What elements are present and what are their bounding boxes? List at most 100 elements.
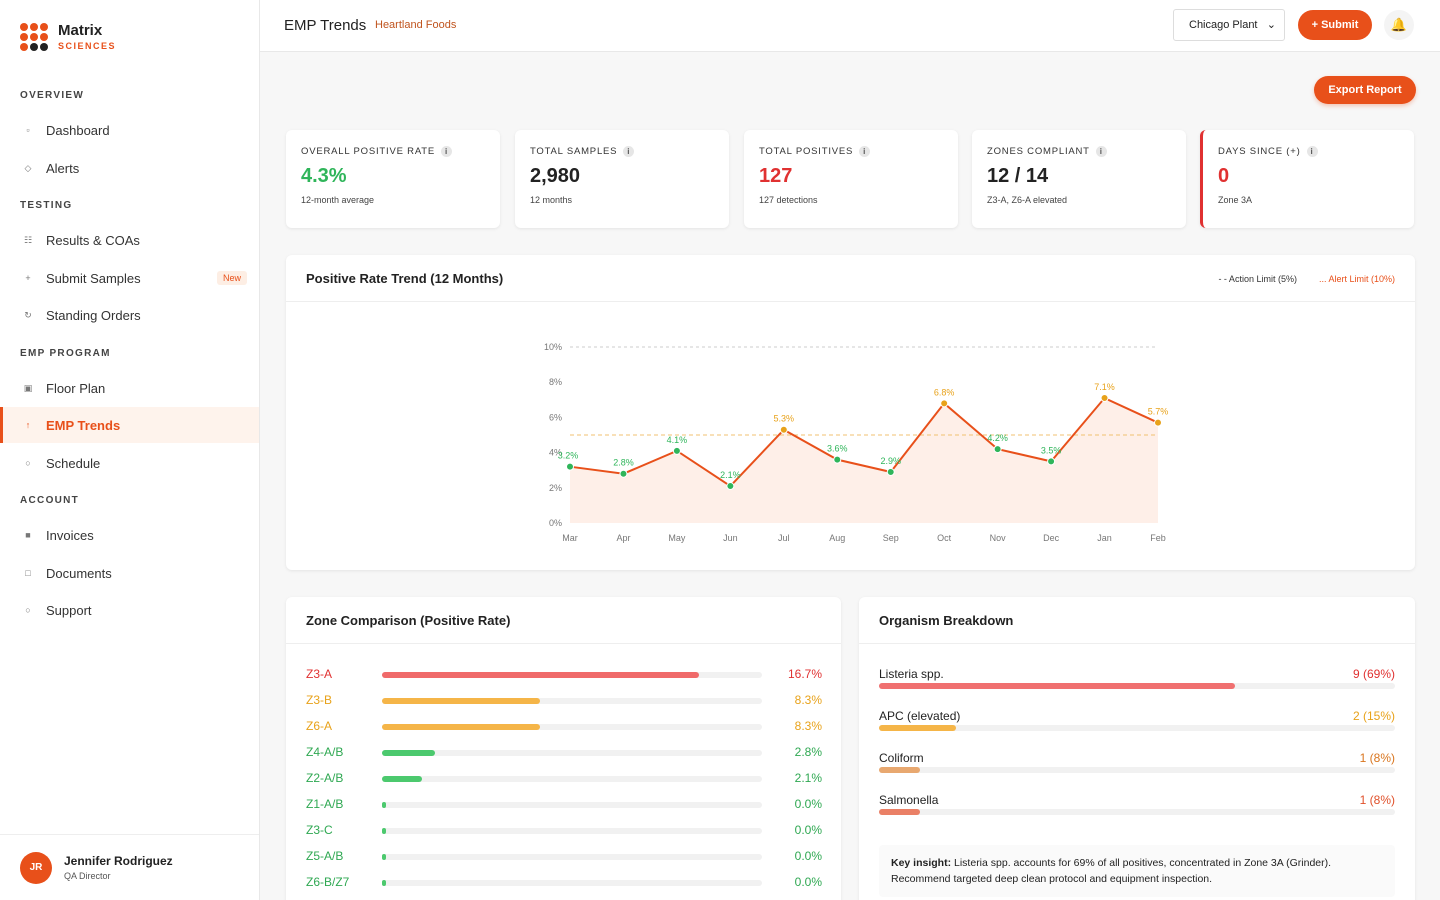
sidebar-item-dashboard[interactable]: ▫ Dashboard [0, 112, 259, 148]
sidebar-item-label: Invoices [46, 527, 94, 543]
organism-row: Salmonella 1 (8%) [879, 793, 1395, 817]
info-icon[interactable]: i [859, 146, 871, 157]
new-badge: New [216, 271, 247, 285]
zone-bar-fill [382, 776, 422, 782]
zone-bar-track [382, 828, 762, 834]
zone-value: 2.8% [794, 745, 822, 759]
x-tick-label: May [668, 533, 686, 543]
zone-bar-fill [382, 750, 436, 756]
sidebar-item-submit-samples[interactable]: + Submit Samples New [0, 260, 259, 296]
user-role: QA Director [64, 871, 111, 881]
x-tick-label: Jun [723, 533, 738, 543]
data-point [1154, 418, 1162, 427]
y-tick-label: 6% [549, 412, 562, 422]
kpi-label: TOTAL POSITIVES [759, 146, 854, 157]
data-label: 2.9% [880, 456, 901, 466]
x-tick-label: Jan [1097, 533, 1112, 543]
dashboard-icon: ▫ [26, 125, 30, 135]
user-profile[interactable]: JR Jennifer Rodriguez QA Director [0, 834, 259, 900]
zone-bar-fill [382, 724, 540, 730]
sidebar-item-emp-trends[interactable]: ↑ EMP Trends [0, 407, 259, 443]
organism-bar-fill [879, 725, 957, 731]
zone-row: Z3-C 0.0% [306, 823, 822, 839]
insight-label: Key insight: [891, 857, 952, 869]
key-insight: Key insight: Listeria spp. accounts for … [879, 845, 1395, 897]
zone-name: Z3-B [306, 693, 333, 707]
y-tick-label: 10% [544, 342, 562, 352]
organism-bar-track [879, 683, 1395, 689]
info-icon[interactable]: i [623, 146, 635, 157]
organism-bar-fill [879, 767, 921, 773]
zone-bar-track [382, 724, 762, 730]
organism-name: Listeria spp. [879, 667, 944, 681]
sidebar-item-support[interactable]: ○ Support [0, 592, 259, 628]
zone-comparison-panel: Zone Comparison (Positive Rate) Z3-A 16.7… [286, 597, 841, 900]
brand-logo[interactable]: Matrix SCIENCES [20, 22, 116, 52]
sidebar-item-schedule[interactable]: ○ Schedule [0, 445, 259, 481]
user-name: Jennifer Rodriguez [64, 854, 173, 868]
nav-section-overview: OVERVIEW [20, 90, 85, 101]
sidebar-item-label: Floor Plan [46, 380, 106, 396]
data-label: 5.3% [774, 414, 795, 424]
divider [859, 643, 1415, 644]
sidebar-item-invoices[interactable]: ■ Invoices [0, 517, 259, 553]
export-report-button[interactable]: Export Report [1314, 76, 1416, 104]
zone-row: Z4-A/B 2.8% [306, 745, 822, 761]
sidebar-item-documents[interactable]: □ Documents [0, 555, 259, 591]
zone-row: Z6-A 8.3% [306, 719, 822, 735]
sidebar-item-floor-plan[interactable]: ▣ Floor Plan [0, 370, 259, 406]
plant-select[interactable]: Chicago Plant ⌄ [1173, 9, 1285, 41]
kpi-label: OVERALL POSITIVE RATE [301, 146, 436, 157]
zone-row: Z2-A/B 2.1% [306, 771, 822, 787]
data-label: 5.7% [1148, 407, 1169, 417]
kpi-label: DAYS SINCE (+) [1218, 146, 1301, 157]
sidebar-item-standing-orders[interactable]: ↻ Standing Orders [0, 297, 259, 333]
insight-text: Listeria spp. accounts for 69% of all po… [891, 857, 1332, 885]
zone-bar-track [382, 854, 762, 860]
organism-name: APC (elevated) [879, 709, 961, 723]
document-icon: □ [25, 568, 31, 578]
sidebar-item-alerts[interactable]: ◇ Alerts [0, 150, 259, 186]
info-icon[interactable]: i [1095, 146, 1107, 157]
data-point [1100, 394, 1109, 403]
sidebar-item-label: Dashboard [46, 122, 110, 138]
sidebar-item-results-coas[interactable]: ☷ Results & COAs [0, 222, 259, 258]
x-tick-label: Dec [1043, 533, 1060, 543]
data-point [940, 399, 949, 408]
trend-chart-title: Positive Rate Trend (12 Months) [306, 271, 504, 286]
zone-row: Z3-B 8.3% [306, 693, 822, 709]
kpi-label: TOTAL SAMPLES [530, 146, 618, 157]
zone-value: 2.1% [794, 771, 822, 785]
brand-tagline: SCIENCES [58, 41, 117, 51]
sidebar-item-label: Support [46, 602, 92, 618]
submit-button[interactable]: + Submit [1298, 10, 1372, 40]
organism-value: 1 (8%) [1359, 793, 1395, 807]
zone-name: Z3-A [306, 667, 333, 681]
data-label: 2.8% [613, 458, 634, 468]
zone-name: Z5-A/B [306, 849, 344, 863]
y-tick-label: 2% [549, 483, 562, 493]
zone-bar-track [382, 776, 762, 782]
zone-value: 16.7% [787, 667, 822, 681]
info-icon[interactable]: i [1306, 146, 1318, 157]
zone-row: Z5-A/B 0.0% [306, 849, 822, 865]
trend-area [570, 398, 1158, 523]
zone-value: 0.0% [794, 849, 822, 863]
trend-chart-panel: Positive Rate Trend (12 Months) - - Acti… [286, 255, 1415, 570]
bell-icon[interactable]: 🔔 [1384, 10, 1414, 40]
kpi-card-positive-rate: OVERALL POSITIVE RATE i 4.3% 12-month ave… [286, 130, 500, 228]
x-tick-label: Mar [562, 533, 578, 543]
page-title: EMP Trends [284, 17, 367, 34]
sidebar-item-label: Schedule [46, 455, 101, 471]
zone-value: 0.0% [794, 823, 822, 837]
nav-section-testing: TESTING [20, 200, 73, 211]
kpi-value: 127 [759, 165, 793, 187]
data-label: 3.2% [558, 451, 579, 461]
zone-name: Z3-C [306, 823, 333, 837]
nav-section-emp-program: EMP PROGRAM [20, 348, 111, 359]
data-point [726, 482, 735, 491]
zone-bar-fill [382, 828, 386, 834]
info-icon[interactable]: i [441, 146, 453, 157]
kpi-card-total-positives: TOTAL POSITIVES i 127 127 detections [744, 130, 958, 228]
kpi-card-zones-compliant: ZONES COMPLIANT i 12 / 14 Z3-A, Z6-A elev… [972, 130, 1186, 228]
